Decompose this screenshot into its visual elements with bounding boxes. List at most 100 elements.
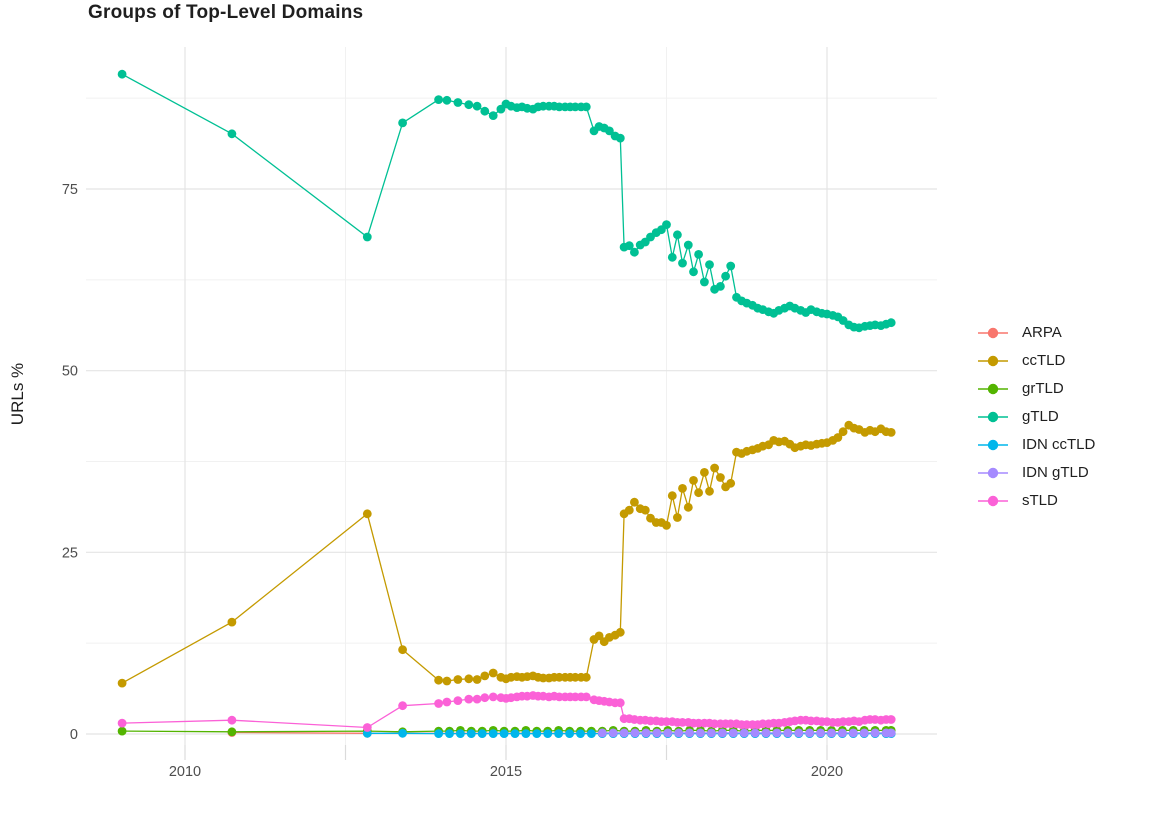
data-point-IDN gTLD <box>652 728 662 738</box>
data-point-ccTLD <box>710 463 719 473</box>
data-point-sTLD <box>442 697 452 707</box>
y-axis-title: URLs % <box>8 362 27 426</box>
data-point-gTLD <box>673 230 682 240</box>
legend-label: ARPA <box>1022 324 1062 341</box>
data-point-IDN ccTLD <box>587 729 596 738</box>
data-point-gTLD <box>716 282 725 291</box>
x-tick-label: 2010 <box>169 764 201 780</box>
data-point-IDN gTLD <box>886 728 896 738</box>
data-point-gTLD <box>581 102 591 112</box>
legend-item-idn-gtld: IDN gTLD <box>976 464 1095 481</box>
data-point-ccTLD <box>726 478 736 488</box>
data-point-IDN gTLD <box>838 728 847 738</box>
data-point-gTLD <box>442 95 452 105</box>
data-point-ccTLD <box>398 645 407 655</box>
data-point-IDN gTLD <box>750 728 760 738</box>
data-point-gTLD <box>683 240 693 250</box>
legend-item-idn-cctld: IDN ccTLD <box>976 436 1095 453</box>
data-point-gTLD <box>362 232 372 242</box>
data-point-gTLD <box>726 261 736 271</box>
data-point-sTLD <box>464 694 474 704</box>
data-point-IDN gTLD <box>674 728 684 738</box>
data-point-IDN gTLD <box>696 728 705 738</box>
data-point-ccTLD <box>667 491 677 501</box>
data-point-ccTLD <box>689 476 698 485</box>
data-point-gTLD <box>480 106 490 116</box>
data-point-gTLD <box>630 247 639 257</box>
data-point-ccTLD <box>434 675 443 685</box>
data-point-IDN gTLD <box>641 728 651 738</box>
data-point-ccTLD <box>464 674 474 684</box>
data-point-gTLD <box>605 126 614 136</box>
data-point-ccTLD <box>662 521 671 530</box>
data-point-ccTLD <box>705 486 714 496</box>
data-point-sTLD <box>480 693 490 703</box>
data-point-sTLD <box>117 718 127 728</box>
series-line-ccTLD <box>121 424 892 684</box>
data-point-ccTLD <box>640 505 650 515</box>
y-tick-label: 25 <box>62 545 78 561</box>
legend-item-gtld: gTLD <box>976 408 1095 425</box>
data-point-gTLD <box>472 101 482 111</box>
data-point-grTLD <box>227 727 237 737</box>
data-point-ccTLD <box>624 505 634 515</box>
data-point-IDN gTLD <box>761 728 771 738</box>
data-point-ccTLD <box>700 468 709 477</box>
data-point-IDN ccTLD <box>532 729 542 738</box>
data-point-gTLD <box>398 118 407 128</box>
data-point-gTLD <box>117 69 127 79</box>
data-point-IDN gTLD <box>816 728 825 738</box>
data-point-gTLD <box>464 100 474 110</box>
legend-key-icon <box>978 439 1008 450</box>
legend-key-icon <box>978 383 1008 394</box>
data-point-IDN gTLD <box>619 728 629 738</box>
data-point-IDN ccTLD <box>445 729 454 738</box>
data-point-IDN gTLD <box>608 728 618 738</box>
data-point-IDN gTLD <box>739 728 749 738</box>
data-point-IDN ccTLD <box>521 729 531 738</box>
data-point-ccTLD <box>472 675 482 684</box>
data-point-gTLD <box>227 129 237 139</box>
data-point-ccTLD <box>683 502 693 512</box>
data-point-ccTLD <box>227 617 237 627</box>
legend-item-arpa: ARPA <box>976 324 1095 341</box>
legend-key-icon <box>978 411 1008 422</box>
legend-item-stld: sTLD <box>976 492 1095 509</box>
data-point-sTLD <box>581 692 591 702</box>
data-point-IDN gTLD <box>870 728 880 738</box>
legend-label: sTLD <box>1022 492 1058 509</box>
data-point-ccTLD <box>117 678 127 688</box>
data-point-ccTLD <box>630 497 639 507</box>
data-point-IDN ccTLD <box>488 729 498 738</box>
data-point-ccTLD <box>833 433 843 442</box>
data-point-IDN ccTLD <box>456 729 465 738</box>
data-point-IDN gTLD <box>728 728 738 738</box>
y-tick-label: 50 <box>62 364 78 380</box>
data-point-grTLD <box>117 726 127 736</box>
data-point-IDN gTLD <box>794 728 804 738</box>
data-point-IDN ccTLD <box>499 729 509 738</box>
data-point-IDN gTLD <box>597 728 607 738</box>
data-point-gTLD <box>678 258 687 268</box>
y-tick-label: 75 <box>62 182 78 198</box>
data-point-ccTLD <box>480 671 490 681</box>
data-point-sTLD <box>615 698 625 708</box>
y-tick-label: 0 <box>70 727 78 743</box>
data-point-IDN ccTLD <box>510 729 520 738</box>
data-point-gTLD <box>615 133 625 143</box>
data-point-IDN gTLD <box>783 728 793 738</box>
data-point-sTLD <box>453 696 463 705</box>
series-line-gTLD <box>121 73 892 329</box>
legend-label: grTLD <box>1022 380 1064 397</box>
data-point-gTLD <box>694 250 703 259</box>
data-point-IDN ccTLD <box>434 729 443 738</box>
chart-title: Groups of Top-Level Domains <box>88 2 364 23</box>
legend-key-icon <box>978 327 1008 338</box>
data-point-IDN gTLD <box>848 728 858 738</box>
data-point-gTLD <box>624 241 634 251</box>
data-point-IDN ccTLD <box>576 729 585 738</box>
x-tick-label: 2020 <box>811 764 843 780</box>
data-point-IDN ccTLD <box>398 728 407 738</box>
data-point-IDN gTLD <box>718 728 727 738</box>
